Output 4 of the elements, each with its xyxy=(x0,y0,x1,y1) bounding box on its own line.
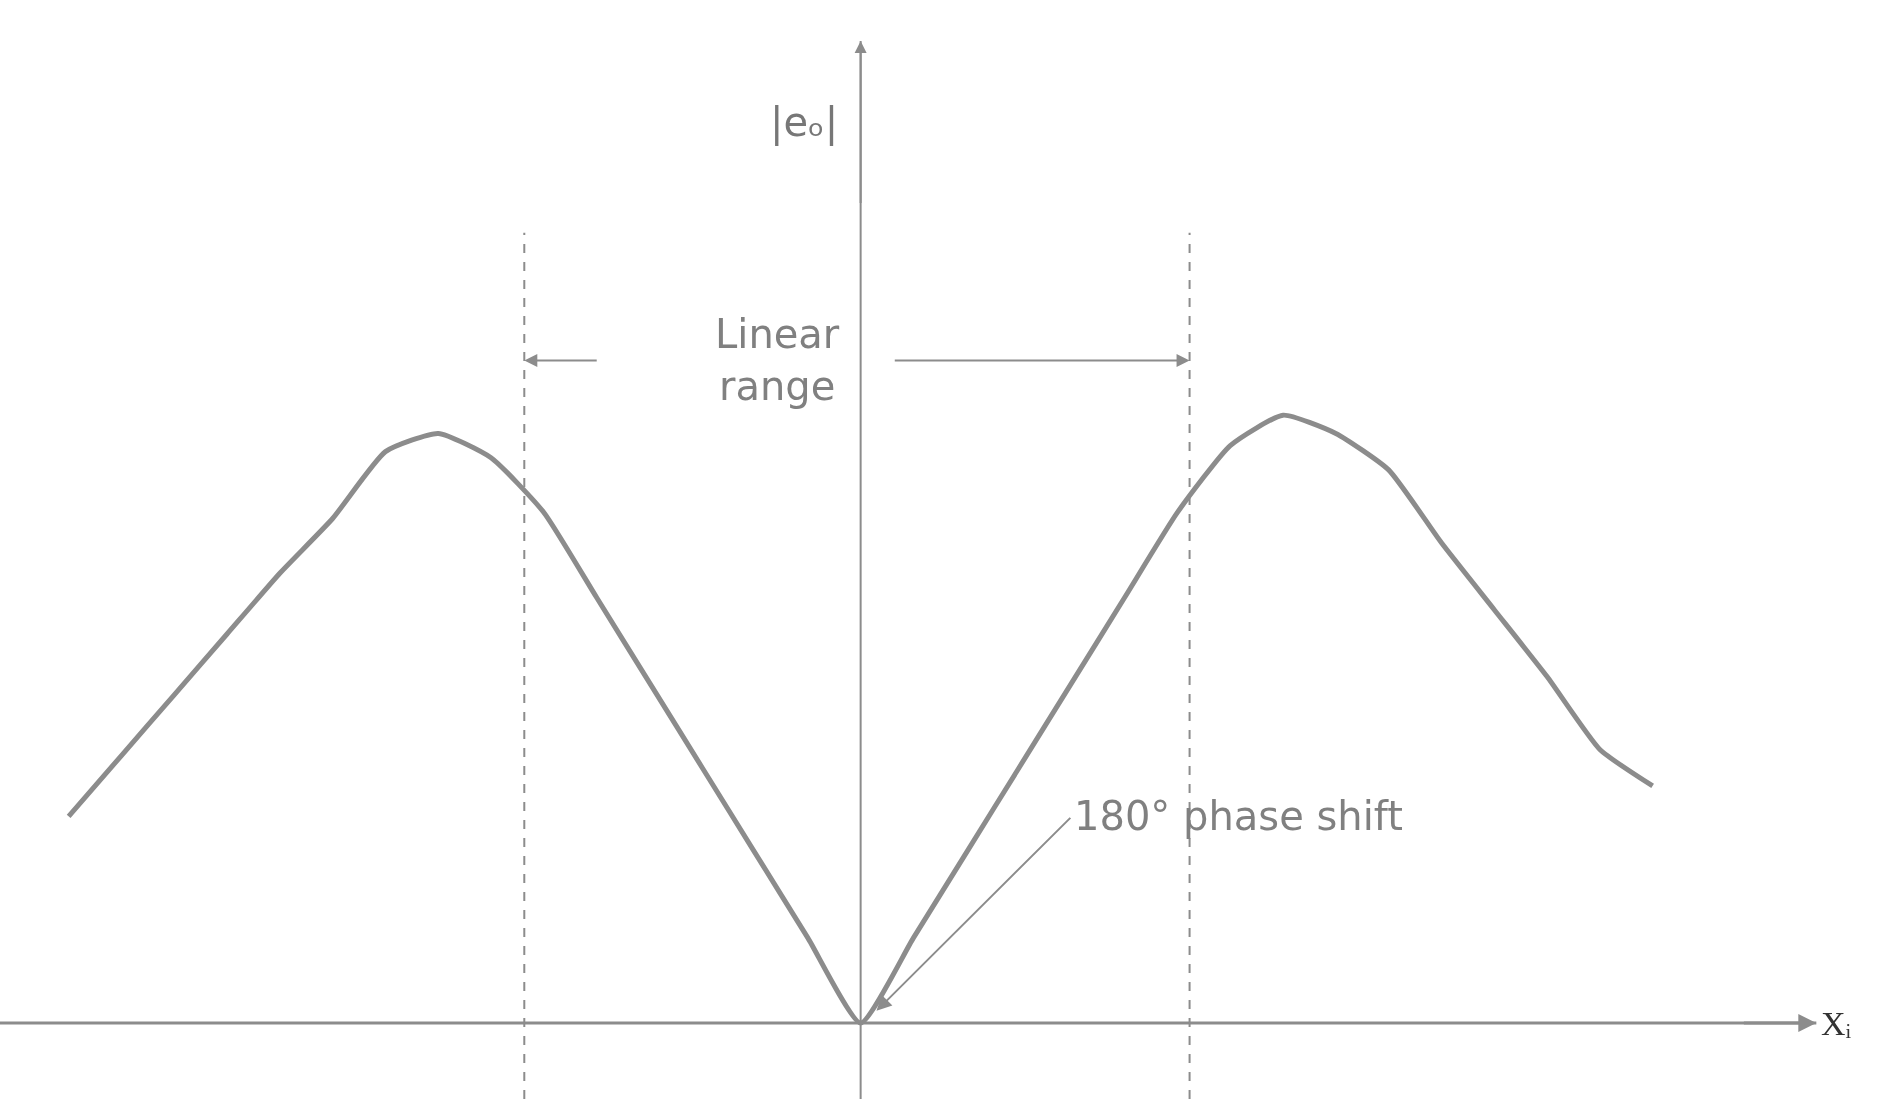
text: Linear range xyxy=(715,311,840,409)
annotation: 180° phase shift xyxy=(1074,793,1403,839)
x-axis-title: Xᵢ xyxy=(1821,1005,1852,1042)
text: |eₒ| xyxy=(770,99,839,146)
